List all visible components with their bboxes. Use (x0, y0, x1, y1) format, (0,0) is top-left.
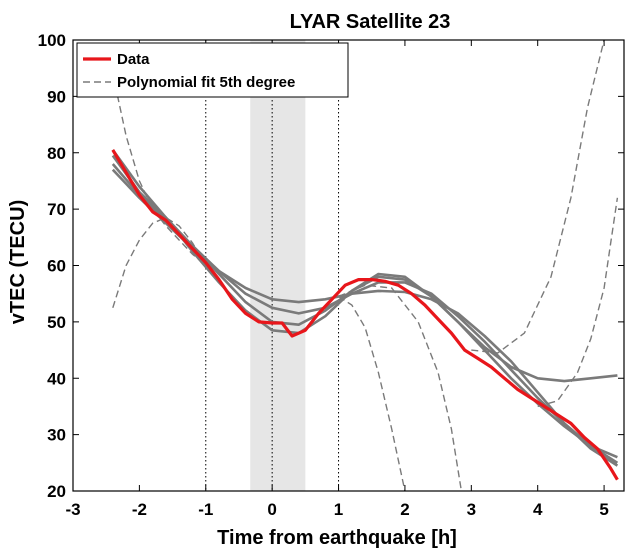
chart-title: LYAR Satellite 23 (290, 11, 451, 33)
legend-data-label: Data (117, 51, 150, 68)
fit-extrapolation-line (537, 197, 619, 408)
y-axis-label: vTEC (TECU) (7, 200, 29, 324)
polynomial-fit-line (111, 154, 619, 464)
x-tick-label: -2 (132, 500, 147, 519)
axes-box (72, 39, 625, 492)
legend-box (76, 42, 349, 98)
fit-extrapolation-line (338, 284, 463, 491)
legend: Data Polynomial fit 5th degree (76, 42, 349, 98)
axes: -3 -2 -1 0 1 2 3 4 5 20 30 40 50 60 70 80 90 100 (38, 31, 625, 519)
y-tick-label: 100 (38, 31, 66, 50)
y-tick-label: 60 (47, 257, 66, 276)
legend-fit-label: Polynomial fit 5th degree (117, 74, 295, 91)
x-tick-label: 5 (599, 500, 608, 519)
x-axis-label: Time from earthquake [h] (217, 527, 457, 549)
x-tick-label: -3 (65, 500, 80, 519)
fit-extrapolation-line (338, 295, 406, 491)
polynomial-fit-line (111, 149, 618, 383)
y-tick-label: 30 (47, 426, 66, 445)
fit-extrapolation-line (471, 40, 605, 354)
polynomial-fit-line (111, 168, 619, 467)
x-tick-label: 3 (467, 500, 476, 519)
x-tick-label: -1 (198, 500, 213, 519)
x-tick-label: 0 (267, 500, 276, 519)
y-tick-label: 70 (47, 200, 66, 219)
x-tick-label: 1 (334, 500, 343, 519)
fit-extrapolation-line (112, 216, 207, 309)
y-tick-label: 80 (47, 144, 66, 163)
polynomial-fit-line (111, 163, 618, 459)
y-tick-label: 20 (47, 482, 66, 501)
curves (111, 40, 619, 491)
y-tick-label: 40 (47, 369, 66, 388)
y-tick-label: 90 (47, 87, 66, 106)
x-tick-label: 2 (400, 500, 409, 519)
event-window-shading (250, 40, 306, 491)
x-tick-label: 4 (533, 500, 543, 519)
y-tick-label: 50 (47, 313, 66, 332)
plot-area (111, 40, 619, 491)
fit-extrapolation-line (112, 73, 207, 267)
data-series-line (111, 149, 619, 481)
